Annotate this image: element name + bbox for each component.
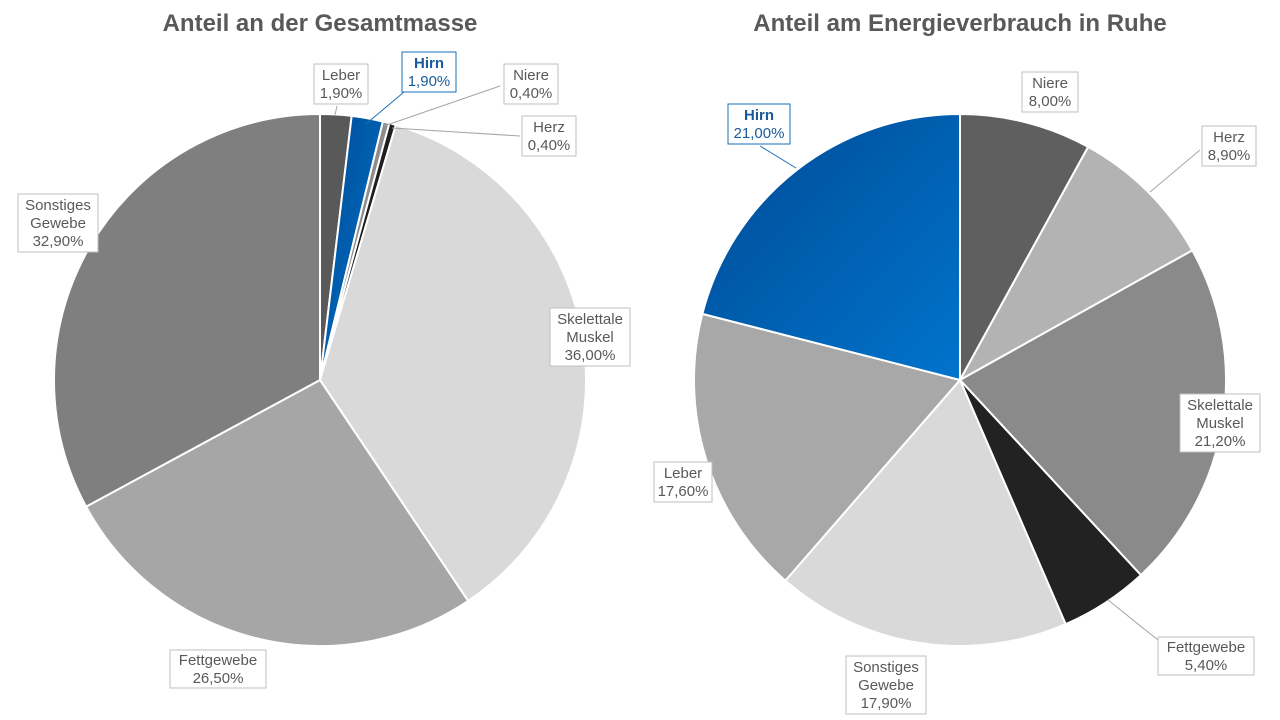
pie1-slice-herz xyxy=(957,145,1194,383)
slice-category-label: Sonstiges xyxy=(853,659,919,676)
slice-value-label: 17,90% xyxy=(861,695,912,712)
slice-category-label: Hirn xyxy=(744,107,774,124)
slice-value-label: 17,60% xyxy=(658,483,709,500)
pie1-slice-hirn xyxy=(701,112,961,382)
slice-category-label: Muskel xyxy=(1196,415,1244,432)
slice-category-label: Herz xyxy=(1213,129,1245,146)
slice-value-label: 21,00% xyxy=(734,125,785,142)
slice-value-label: 21,20% xyxy=(1195,433,1246,450)
slice-value-label: 0,40% xyxy=(528,137,571,154)
slice-category-label: Niere xyxy=(1032,75,1068,92)
slice-value-label: 8,90% xyxy=(1208,147,1251,164)
slice-category-label: Leber xyxy=(322,67,360,84)
slice-category-label: Niere xyxy=(513,67,549,84)
slice-category-label: Sonstiges xyxy=(25,197,91,214)
slice-value-label: 8,00% xyxy=(1029,93,1072,110)
slice-category-label: Gewebe xyxy=(858,677,914,694)
slice-value-label: 32,90% xyxy=(33,233,84,250)
slice-value-label: 1,90% xyxy=(320,85,363,102)
slice-value-label: 0,40% xyxy=(510,85,553,102)
slice-category-label: Skelettale xyxy=(1187,397,1253,414)
slice-value-label: 1,90% xyxy=(408,73,451,90)
chart-title-mass: Anteil an der Gesamtmasse xyxy=(162,10,478,37)
slice-category-label: Leber xyxy=(664,465,702,482)
slice-category-label: Hirn xyxy=(414,55,444,72)
slice-value-label: 36,00% xyxy=(565,347,616,364)
slice-category-label: Fettgewebe xyxy=(1167,639,1245,656)
slice-category-label: Skelettale xyxy=(557,311,623,328)
slice-category-label: Gewebe xyxy=(30,215,86,232)
pie1-slice-leber xyxy=(693,312,962,583)
slice-category-label: Herz xyxy=(533,119,565,136)
slice-category-label: Fettgewebe xyxy=(179,652,257,669)
pie1-slice-niere xyxy=(959,112,1090,381)
pie0-slice-fettgewebe xyxy=(84,378,470,647)
chart-title-energy: Anteil am Energieverbrauch in Ruhe xyxy=(753,10,1167,37)
slice-category-label: Muskel xyxy=(566,329,614,346)
pie1-slice-sonstiges-gewebe xyxy=(783,378,1067,647)
slice-value-label: 26,50% xyxy=(193,670,244,687)
slice-value-label: 5,40% xyxy=(1185,657,1228,674)
